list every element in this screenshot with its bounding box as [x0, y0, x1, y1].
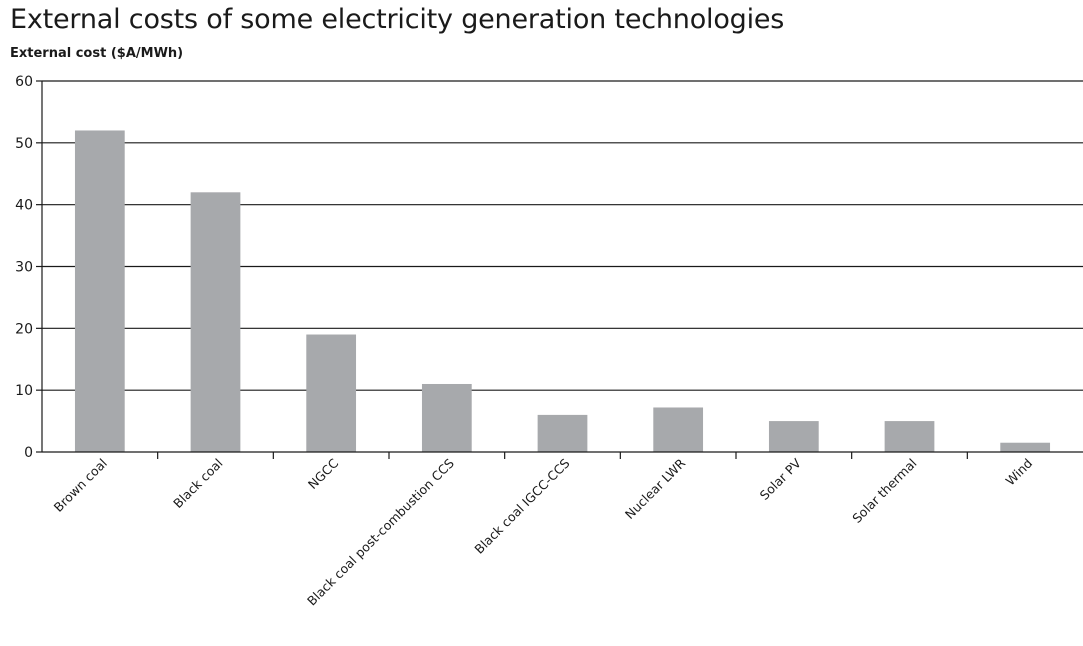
y-axis-label: External cost ($A/MWh)	[10, 46, 184, 61]
bar	[537, 414, 588, 452]
y-tick-labels: 0 10 20 30 40 50 60	[15, 74, 33, 461]
x-tick-label: Solar PV	[757, 455, 805, 503]
x-tick-label: Black coal	[170, 456, 225, 511]
bars	[74, 130, 1051, 453]
axes	[36, 80, 1083, 459]
bar	[653, 407, 704, 452]
y-tick-label: 10	[15, 383, 33, 399]
x-tick-label: Nuclear LWR	[622, 455, 689, 522]
bar	[421, 383, 472, 452]
bar	[768, 421, 819, 452]
x-tick-label: Brown coal	[51, 456, 110, 515]
x-tick-label: Solar thermal	[849, 456, 919, 526]
bar	[1000, 442, 1051, 452]
y-tick-label: 40	[15, 198, 33, 214]
y-tick-label: 60	[15, 74, 33, 90]
y-tick-label: 0	[24, 445, 33, 461]
bar	[306, 334, 357, 452]
x-tick-label: Black coal IGCC-CCS	[471, 455, 572, 556]
bar	[190, 192, 241, 453]
x-tick-label: NGCC	[305, 455, 342, 492]
y-tick-label: 20	[15, 321, 33, 337]
bar	[884, 421, 935, 452]
gridlines	[42, 80, 1083, 391]
chart-title: External costs of some electricity gener…	[10, 4, 785, 35]
x-tick-label: Wind	[1002, 456, 1035, 489]
bar	[74, 130, 125, 452]
y-tick-label: 30	[15, 260, 33, 276]
y-tick-label: 50	[15, 136, 33, 152]
